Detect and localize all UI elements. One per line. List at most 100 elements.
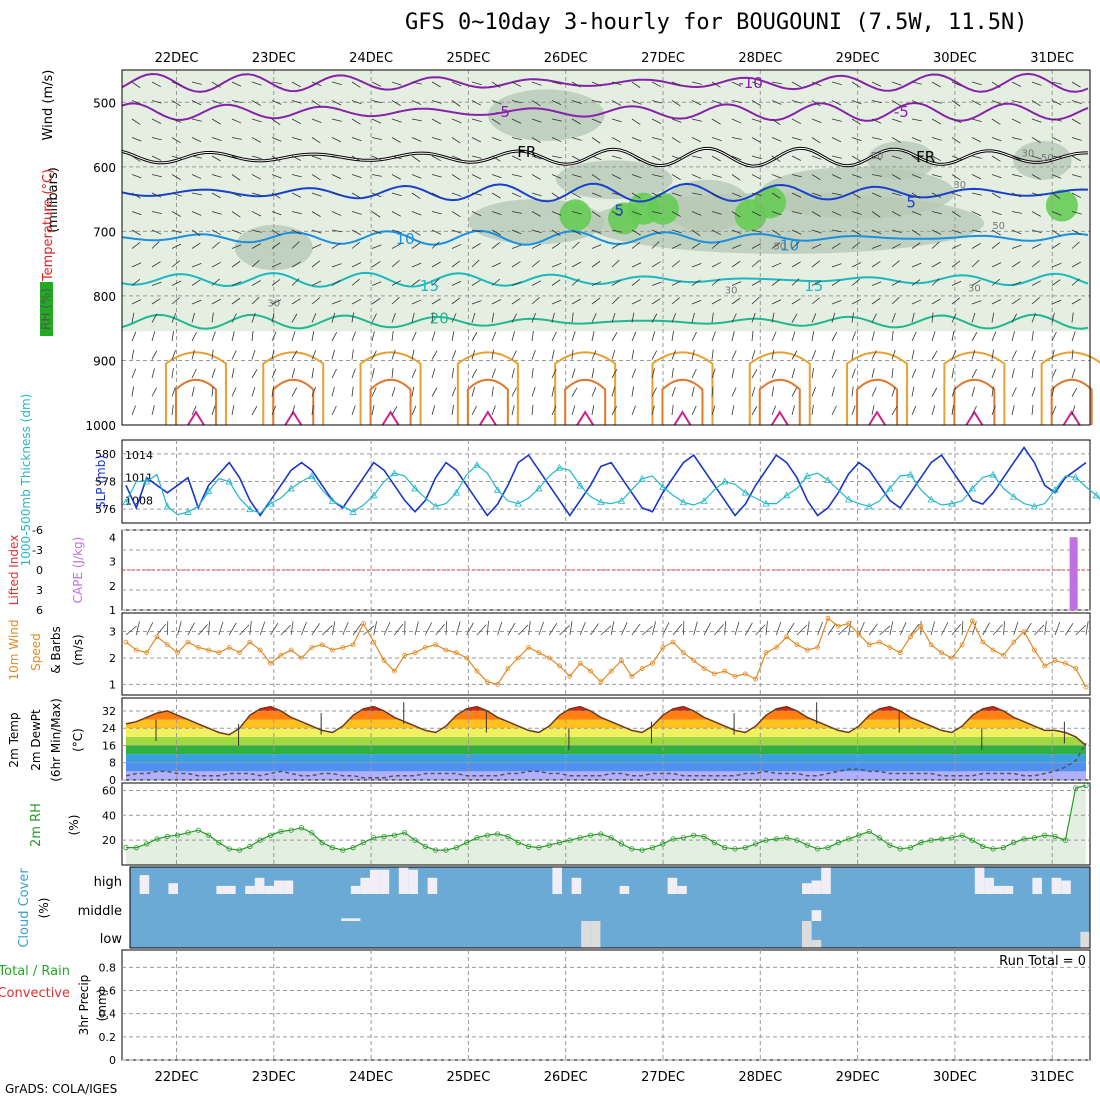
wind10m-point (691, 658, 697, 664)
wind-barb (571, 387, 578, 397)
wind-barb (251, 229, 262, 233)
wind-barb (331, 174, 342, 180)
wind-barb (151, 155, 162, 161)
wind-barb (131, 331, 137, 342)
wind10m-point (1031, 647, 1037, 653)
y-tick-label-temp: 16 (102, 739, 116, 752)
thickness-point (968, 484, 977, 492)
wind-barb (531, 331, 534, 342)
wind-barb (1031, 192, 1042, 197)
wind-barb (311, 387, 316, 397)
x-tick-label-top: 28DEC (738, 51, 782, 66)
rh2m-point (639, 847, 645, 853)
wind-barb (811, 280, 822, 286)
rh2m-point (598, 831, 604, 837)
wind-barb (211, 278, 220, 286)
wind-label: Wind (m/s) (41, 70, 56, 141)
wind10m-barb (228, 622, 237, 636)
wind-barb (291, 261, 301, 268)
wind-barb (791, 155, 802, 161)
wind-barb (1011, 244, 1022, 249)
wind-barb (351, 312, 354, 323)
wind-barb (1011, 100, 1022, 104)
wind10m-barb (486, 621, 489, 636)
isotherm-25-loop (456, 351, 519, 425)
wind-barb (851, 100, 862, 105)
wind-barb (571, 312, 574, 323)
wind-barb (531, 137, 541, 143)
wind-barb (931, 192, 942, 198)
wind-barb (891, 386, 896, 397)
wind-barb (1011, 174, 1022, 177)
wind-barb (571, 137, 582, 141)
wind-barb (431, 155, 442, 162)
wind-barb (651, 368, 655, 379)
wind-barb (831, 263, 842, 268)
wind-barb (931, 118, 941, 125)
wind-barb (511, 281, 522, 286)
y-tick-label-rh: 40 (102, 809, 116, 822)
wind-barb (371, 368, 375, 379)
wind-barb (771, 137, 782, 142)
wind-barb (971, 386, 975, 397)
wind-barb (911, 405, 917, 416)
rh2m-point (164, 833, 170, 840)
wind-barb (1071, 349, 1074, 360)
wind-barb (551, 100, 562, 106)
isotherm-30-loop (564, 378, 607, 425)
temp2m-line (125, 705, 1087, 747)
wind-barb (251, 296, 260, 305)
wind-barb (1031, 229, 1042, 234)
x-tick-label-top: 23DEC (252, 51, 296, 66)
wind-barb (391, 297, 400, 305)
wind10m-barb (889, 621, 894, 636)
wind-barb (951, 100, 961, 107)
wind-barb (771, 405, 777, 416)
wind10m-barb (579, 621, 586, 636)
wind-barb (331, 331, 338, 342)
wind-barb (151, 368, 155, 379)
x-tick-label-top: 24DEC (349, 51, 393, 66)
rh2m-point (267, 832, 274, 838)
isotherm-20 (121, 313, 1089, 330)
wind10m-barb (342, 621, 349, 636)
wind-barb (151, 350, 158, 360)
wind-barb (351, 211, 362, 215)
wind10m-point (216, 650, 222, 656)
wind-barb (331, 155, 342, 159)
rh-shade-50 (1013, 141, 1072, 180)
rh-legend-bar (40, 282, 53, 336)
isotherm--10 (121, 72, 1089, 93)
y-tick-label-wind: 2 (109, 652, 116, 665)
thickness-point (617, 497, 626, 504)
cloud-bar-high (360, 877, 370, 894)
wind-barb (531, 349, 536, 360)
cape-label: CAPE (J/kg) (71, 537, 85, 604)
rh2m-point (546, 842, 552, 848)
wind-barb (911, 81, 922, 85)
isotherm-25-loop (262, 351, 325, 425)
wind-barb (1071, 118, 1081, 125)
wind10m-barb (559, 624, 570, 636)
precip-label: 3hr Precip (77, 975, 91, 1036)
wind-barb (1071, 137, 1082, 141)
wind-barb (771, 155, 781, 162)
wind-barb (871, 118, 882, 124)
isotherm-25-loop (651, 351, 714, 425)
wind10m-point (474, 668, 480, 674)
wind-barb (931, 174, 942, 178)
wind10m-barb (321, 625, 333, 636)
wind10m-barb (868, 623, 878, 636)
wind10m-point (391, 668, 397, 674)
wind-barb (911, 299, 922, 305)
thickness-point (142, 477, 151, 485)
y-tick-label-precip: 0.6 (99, 985, 117, 998)
isotherm-FR-inner (121, 147, 1089, 167)
rh2m-point (928, 837, 934, 843)
wind-barb (751, 369, 758, 379)
wind-barb (971, 118, 982, 122)
wind10m-unit: (m/s) (71, 634, 85, 665)
y-tick-label-thickness: 578 (95, 476, 116, 489)
wind10m-point (763, 650, 769, 656)
wind-barb (1031, 260, 1040, 268)
